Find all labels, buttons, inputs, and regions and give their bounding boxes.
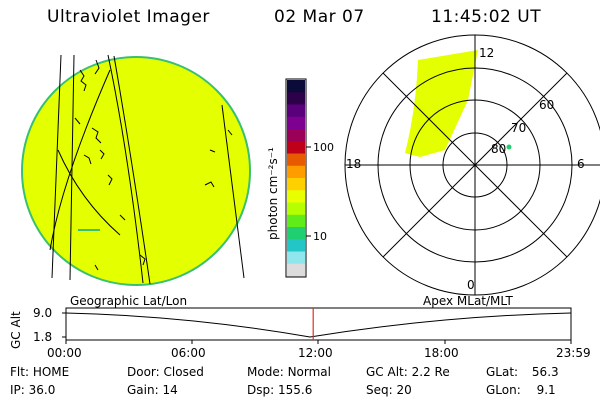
longitude-line [113,55,151,285]
x-tick-label: 06:00 [171,346,206,360]
colorbar-segment [287,80,305,93]
altitude-curve [65,312,572,338]
lat-label-60: 60 [539,98,555,112]
auroral-image-region [405,50,478,157]
colorbar-segment [287,202,305,216]
earth-disk-image [21,56,251,286]
latitude-arc [57,149,121,236]
colorbar-tick-label: 100 [313,141,334,154]
status-ip: IP: 36.0 [10,383,56,397]
colorbar-segment [287,190,305,204]
colorbar-tick-label: 10 [313,230,327,243]
status-gain: Gain: 14 [127,383,178,397]
uv-image-panel [21,54,251,286]
y-axis-title: GC Alt [9,311,23,349]
colorbar-segment [287,251,305,265]
geographic-label: Geographic Lat/Lon [70,294,188,308]
y-tick-label: 9.0 [33,306,53,320]
lat-label-80: 80 [491,142,507,156]
x-tick-label: 18:00 [424,346,459,360]
colorbar-segment [287,129,305,142]
colorbar-segment [287,153,305,167]
mlt-label-12: 12 [479,46,495,60]
colorbar-segment [287,227,305,240]
mlt-label-18: 18 [346,157,362,171]
colorbar-segment [287,116,305,130]
colorbar-segment [287,141,305,155]
status-dsp: Dsp: 155.6 [247,383,313,397]
coastline [74,59,233,271]
status-gc-alt: GC Alt: 2.2 Re [366,365,450,379]
colorbar-segment [287,263,305,277]
time-label: 11:45:02 UT [431,7,542,27]
colorbar-segment [287,92,305,106]
latitude-arc [49,69,111,251]
status-flt: Flt: HOME [10,365,70,379]
colorbar-segment [287,178,305,191]
colorbar-frame [285,78,307,278]
colorbar [285,78,311,278]
lat-label-70: 70 [511,121,527,135]
apex-label: Apex MLat/MLT [423,294,513,308]
colorbar-segment [287,214,305,228]
colorbar-segment [287,239,305,253]
status-glat: GLat: 56.3 [486,365,559,379]
x-tick-label: 12:00 [298,346,333,360]
mlt-line-diagonal [382,72,568,258]
status-glon: GLon: 9.1 [486,383,556,397]
colorbar-units: photon cm⁻²s⁻¹ [266,147,280,240]
longitude-line [221,104,245,279]
longitude-line [51,54,62,279]
x-tick-label: 23:59 [556,346,591,360]
instrument-title: Ultraviolet Imager [47,7,210,27]
longitude-line [107,54,144,284]
polar-plot [344,34,600,296]
status-seq: Seq: 20 [366,383,412,397]
status-mode: Mode: Normal [247,365,331,379]
date-label: 02 Mar 07 [274,7,365,27]
colorbar-segment [287,104,305,118]
x-tick-label: 00:00 [47,346,82,360]
altitude-timeline [62,307,572,344]
status-door: Door: Closed [127,365,204,379]
mlt-label-6: 6 [577,157,585,171]
y-tick-label: 1.8 [33,330,53,344]
colorbar-segment [287,165,305,179]
spot-marker [506,144,512,150]
mlt-label-0: 0 [467,278,475,292]
